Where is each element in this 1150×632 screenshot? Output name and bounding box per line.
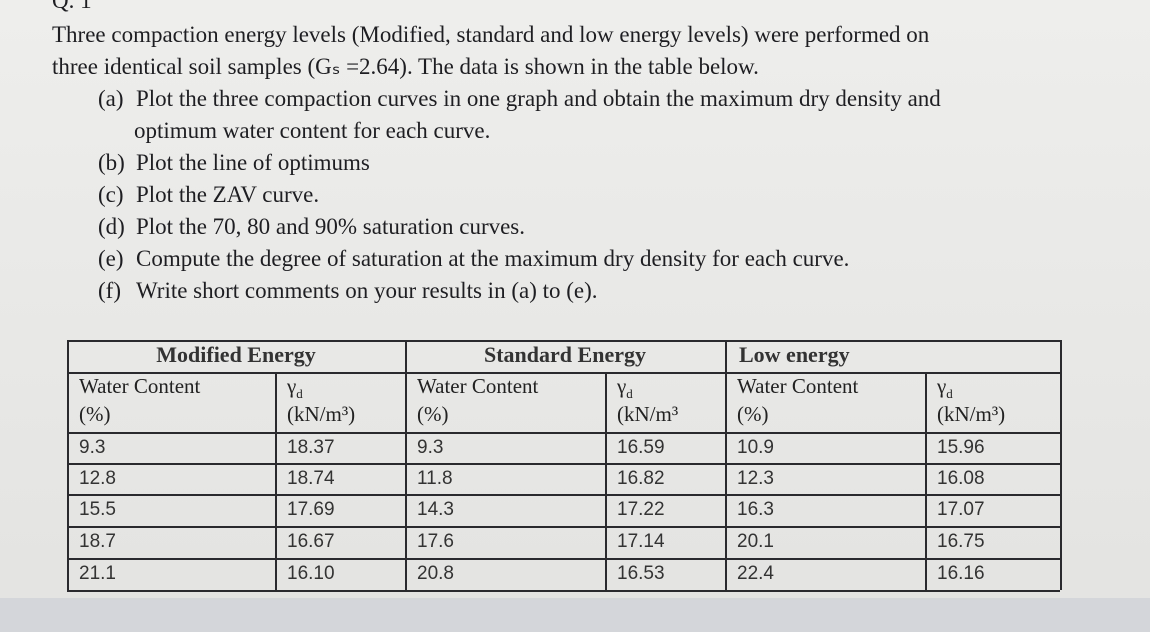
intro-line: Three compaction energy levels (Modified…	[52, 22, 930, 47]
symbol: γ	[287, 374, 297, 398]
table-rule	[67, 340, 1060, 342]
column-header: Water Content	[79, 374, 201, 398]
unit: (kN/m³)	[937, 402, 1006, 426]
taskbar	[0, 598, 1150, 632]
table-cell: 17.14	[617, 531, 665, 552]
item-text: Plot the three compaction curves in one …	[136, 86, 941, 111]
table-cell: 16.16	[937, 563, 985, 584]
table-cell: 18.7	[79, 531, 116, 552]
table-rule	[925, 372, 927, 590]
heading: Q. 1	[52, 0, 92, 13]
column-header: (%)	[417, 402, 449, 426]
item-text: Write short comments on your results in …	[136, 278, 598, 303]
table-rule	[67, 494, 1060, 496]
subscript: d	[626, 386, 633, 402]
table-cell: 17.69	[287, 499, 335, 520]
table-cell: 17.22	[617, 499, 665, 520]
table-cell: 17.07	[937, 499, 985, 520]
table-cell: 20.1	[737, 531, 774, 552]
table-cell: 16.3	[737, 499, 774, 520]
table-cell: 20.8	[417, 563, 454, 584]
table-cell: 22.4	[737, 563, 774, 584]
table-cell: 12.3	[737, 468, 774, 489]
item-label: (b)	[98, 150, 125, 175]
table-cell: 15.5	[79, 499, 116, 520]
symbol: γ	[937, 374, 947, 398]
item-text: Plot the line of optimums	[136, 150, 370, 175]
table-cell: 15.96	[937, 437, 985, 458]
table-rule	[67, 558, 1060, 560]
table-cell: 21.1	[79, 563, 116, 584]
table-cell: 17.6	[417, 531, 454, 552]
table-cell: 12.8	[79, 468, 116, 489]
column-header: γd	[287, 374, 303, 402]
table-cell: 11.8	[417, 468, 453, 489]
item-text: Compute the degree of saturation at the …	[136, 246, 850, 271]
table-rule	[67, 590, 1060, 592]
unit: (kN/m³	[617, 402, 679, 426]
column-header: Water Content	[737, 374, 859, 398]
column-header: (%)	[737, 402, 769, 426]
table-cell: 9.3	[79, 437, 106, 458]
subscript: d	[296, 386, 303, 402]
item-label: (c)	[98, 182, 124, 207]
table-rule	[725, 340, 727, 590]
table-cell: 16.67	[287, 531, 335, 552]
item-label: (e)	[98, 246, 124, 271]
table-cell: 14.3	[417, 499, 454, 520]
column-header: (%)	[79, 402, 111, 426]
table-rule	[67, 463, 1060, 465]
subscript: d	[946, 386, 953, 402]
symbol: γ	[617, 374, 627, 398]
table-rule	[405, 340, 407, 590]
group-header: Standard Energy	[484, 342, 646, 367]
table-rule	[275, 372, 277, 590]
column-header: γd	[617, 374, 633, 402]
item-label: (a)	[98, 86, 124, 111]
item-label: (f)	[98, 278, 121, 303]
table-cell: 18.74	[287, 468, 335, 489]
intro-line: three identical soil samples (Gₛ =2.64).…	[52, 54, 759, 79]
table-rule	[1060, 340, 1062, 590]
table-rule	[67, 340, 69, 590]
group-header: Modified Energy	[156, 342, 316, 367]
unit: (kN/m³)	[287, 402, 356, 426]
item-text: optimum water content for each curve.	[134, 118, 491, 143]
table-rule	[67, 432, 1060, 434]
table-cell: 10.9	[737, 437, 774, 458]
column-header: Water Content	[417, 374, 539, 398]
table-cell: 16.10	[287, 563, 335, 584]
item-text: Plot the ZAV curve.	[136, 182, 320, 207]
table-cell: 9.3	[417, 437, 444, 458]
table-cell: 16.82	[617, 468, 665, 489]
table-cell: 16.59	[617, 437, 665, 458]
item-label: (d)	[98, 214, 125, 239]
item-text: Plot the 70, 80 and 90% saturation curve…	[136, 214, 526, 239]
table-cell: 16.53	[617, 563, 665, 584]
table-rule	[67, 372, 1060, 374]
table-cell: 18.37	[287, 437, 335, 458]
table-cell: 16.75	[937, 531, 985, 552]
table-rule	[605, 372, 607, 590]
group-header: Low energy	[739, 342, 850, 367]
table-rule	[67, 526, 1060, 528]
column-header: γd	[937, 374, 953, 402]
table-cell: 16.08	[937, 468, 985, 489]
